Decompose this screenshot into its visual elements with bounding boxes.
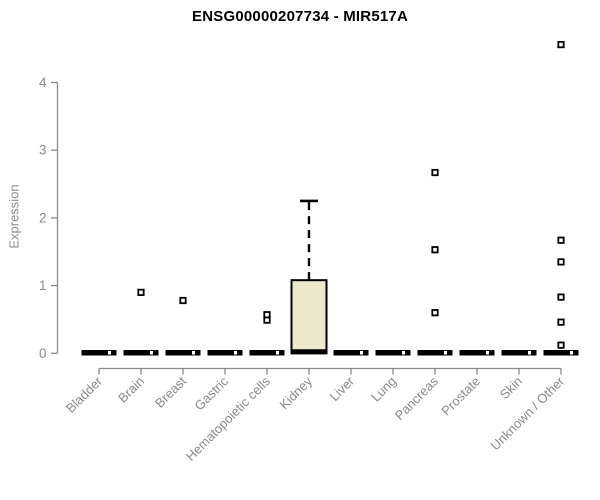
x-axis-category-label: Liver (327, 373, 358, 404)
boxplot-flat-bar-notch (234, 350, 237, 355)
boxplot-flat-bar-notch (108, 350, 111, 355)
x-axis-category-label: Skin (497, 374, 525, 402)
outlier-point (557, 236, 565, 244)
outlier-point (557, 258, 565, 266)
outlier-point (557, 318, 565, 326)
y-axis-tick-label: 1 (39, 278, 47, 293)
boxplot-flat-bar-notch (528, 350, 531, 355)
chart-title: ENSG00000207734 - MIR517A (192, 8, 408, 25)
boxplot-flat-bar-notch (486, 350, 489, 355)
outlier-point (431, 168, 439, 177)
y-axis-tick-label: 3 (39, 143, 47, 158)
x-axis-category-label: Gastric (191, 373, 231, 413)
boxplot-flat-bar-notch (444, 350, 447, 355)
outlier-point (179, 296, 187, 305)
outlier-point (431, 246, 439, 254)
outlier-point (431, 309, 439, 317)
y-axis-tick-label: 4 (39, 75, 47, 90)
x-axis-category-label: Brain (115, 374, 147, 406)
y-axis-tick-label: 2 (39, 210, 47, 225)
outlier-point (263, 316, 271, 324)
boxplot-flat-bar-notch (360, 350, 363, 355)
x-axis-category-label: Prostate (438, 374, 483, 419)
x-axis-category-label: Unknown / Other (488, 373, 568, 453)
boxplot-flat-bar-notch (570, 350, 573, 355)
boxplot-flat-bar-notch (192, 350, 195, 355)
outlier-point (557, 341, 565, 349)
outlier-point (137, 288, 145, 296)
x-axis-category-label: Breast (152, 373, 189, 410)
x-axis-category-label: Pancreas (392, 373, 442, 423)
boxplot-flat-bar-notch (402, 350, 405, 355)
x-axis-category-label: Kidney (276, 373, 315, 412)
boxplot-box (290, 279, 328, 355)
boxplot-flat-bar-notch (276, 350, 279, 355)
x-axis-category-label: Bladder (63, 373, 106, 416)
outlier-point (557, 40, 565, 49)
boxplot-flat-bar-notch (150, 350, 153, 355)
y-axis-label: Expression (6, 184, 22, 249)
y-axis-tick-label: 0 (39, 346, 47, 361)
outlier-point (557, 293, 565, 301)
x-axis-category-label: Lung (368, 374, 399, 405)
